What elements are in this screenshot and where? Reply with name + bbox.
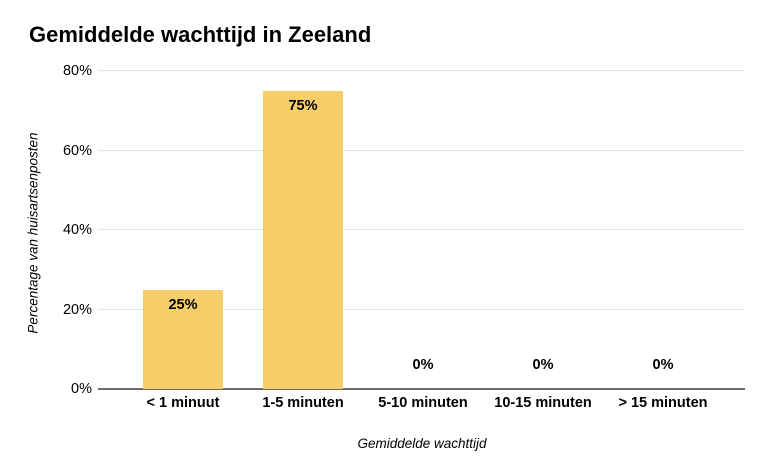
bar: 25% bbox=[143, 289, 223, 389]
x-tick-label: 10-15 minuten bbox=[494, 395, 592, 411]
x-tick-label: < 1 minuut bbox=[146, 395, 220, 411]
x-axis-title: Gemiddelde wachttijd bbox=[357, 436, 487, 451]
bar-slot: 0% bbox=[363, 71, 483, 389]
bar-value-label: 0% bbox=[412, 357, 434, 373]
gridline bbox=[98, 308, 745, 310]
bar-value-label: 75% bbox=[288, 97, 318, 114]
bar-slot: 0% bbox=[483, 71, 603, 389]
x-tick-label: 1-5 minuten bbox=[262, 395, 344, 411]
bar-value-label: 25% bbox=[168, 296, 198, 313]
y-tick-label: 40% bbox=[62, 222, 92, 238]
bar: 75% bbox=[263, 90, 343, 389]
x-axis-tick-labels: < 1 minuut 1-5 minuten 5-10 minuten 10-15 m… bbox=[123, 395, 723, 411]
x-tick-label: > 15 minuten bbox=[618, 395, 708, 411]
y-tick-label: 20% bbox=[62, 301, 92, 318]
bar-slot: 75% bbox=[243, 71, 363, 389]
bar-slot: 25% bbox=[123, 71, 243, 389]
y-axis-tick-labels: 0% 20% 40% 60% 80% bbox=[0, 63, 92, 397]
x-axis-baseline bbox=[98, 388, 745, 390]
gridline bbox=[98, 229, 745, 230]
bar-slot: 0% bbox=[603, 71, 723, 389]
y-tick-label: 60% bbox=[62, 142, 92, 159]
gridline bbox=[98, 70, 745, 71]
bars-band: 25% 75% 0% 0% 0% bbox=[123, 71, 723, 389]
chart-title: Gemiddelde wachttijd in Zeeland bbox=[29, 22, 372, 47]
bar-value-label: 0% bbox=[652, 357, 674, 373]
plot-area: 25% 75% 0% 0% 0% bbox=[98, 70, 745, 390]
y-tick-label: 80% bbox=[62, 63, 92, 79]
gridline bbox=[98, 149, 745, 151]
bar-value-label: 0% bbox=[532, 357, 554, 373]
y-tick-label: 0% bbox=[71, 381, 92, 397]
x-tick-label: 5-10 minuten bbox=[378, 395, 468, 411]
